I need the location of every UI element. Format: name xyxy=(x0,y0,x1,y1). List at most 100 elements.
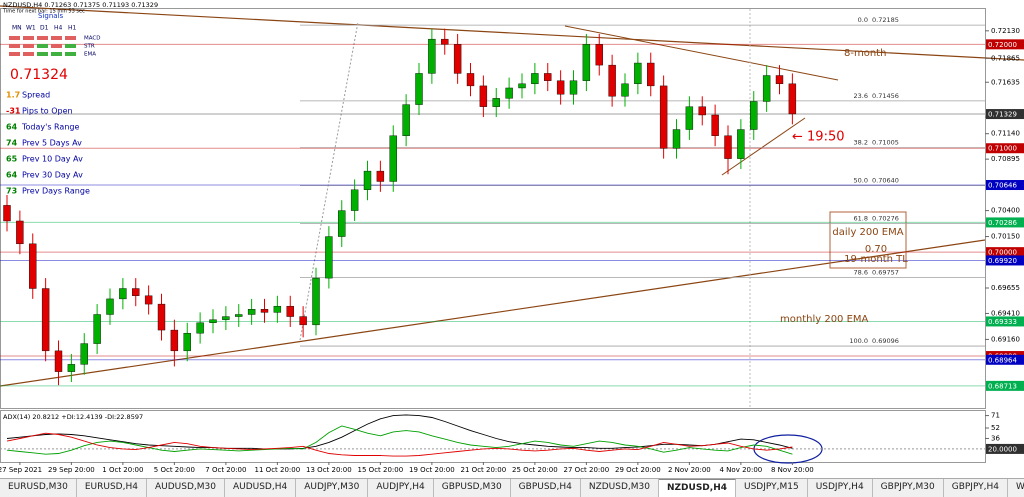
candle-body xyxy=(350,189,359,211)
annotation: 0.70 xyxy=(865,244,887,255)
candle-body xyxy=(106,298,114,315)
fib-level: 38.2 xyxy=(854,139,868,147)
indicator-label: EMA xyxy=(84,52,96,58)
candle-body xyxy=(286,305,294,317)
fib-level: 61.8 xyxy=(854,214,868,222)
x-tick-label: 21 Oct 20:00 xyxy=(461,466,507,474)
y-tick-label: 0.70400 xyxy=(991,207,1020,215)
fib-price: 0.69096 xyxy=(872,337,899,345)
level-box xyxy=(986,247,1024,258)
annotation: monthly 200 EMA xyxy=(780,314,869,325)
stat-value: 64 xyxy=(6,171,18,180)
candle-body xyxy=(325,236,333,279)
symbol-tab[interactable]: AUDUSD,M30 xyxy=(147,479,225,497)
candle-body xyxy=(659,85,668,149)
candle-body xyxy=(698,106,706,116)
stat-value: -31 xyxy=(6,107,21,116)
y-tick-label: 0.70150 xyxy=(991,233,1020,241)
symbol-tab[interactable]: AUDUSD,H4 xyxy=(225,479,297,497)
candle-body xyxy=(16,220,24,245)
current-price: 0.71324 xyxy=(10,67,68,83)
candle-body xyxy=(595,44,603,66)
symbol-tab[interactable]: GBPJPY,H4 xyxy=(944,479,1009,497)
signal-block xyxy=(65,52,76,56)
y-tick-label: 0.69160 xyxy=(991,335,1020,343)
candle-body xyxy=(634,62,642,85)
level-label: 0.70646 xyxy=(988,182,1017,190)
level-box xyxy=(986,143,1024,154)
candle-body xyxy=(479,85,488,107)
stat-value: 73 xyxy=(6,187,17,196)
x-tick-label: 1 Oct 20:00 xyxy=(102,466,143,474)
indicator-label: STR xyxy=(84,44,95,50)
candle-body xyxy=(363,170,372,190)
fib-level: 23.6 xyxy=(854,92,868,100)
level-box xyxy=(986,217,1024,228)
symbol-tab[interactable]: NZDUSD,H4 xyxy=(658,479,736,497)
level-label: 0.69920 xyxy=(988,257,1017,265)
candle-body xyxy=(209,319,217,323)
symbol-tab[interactable]: AUDJPY,H4 xyxy=(368,479,434,497)
timeframe-label: W1 xyxy=(26,25,36,32)
level-box xyxy=(986,354,1024,365)
timeframe-label: MN xyxy=(12,25,22,32)
symbol-tab[interactable]: EURUSD,M30 xyxy=(0,479,77,497)
level-box xyxy=(986,443,1024,454)
x-tick-label: 8 Nov 20:00 xyxy=(771,466,814,474)
symbol-tab[interactable]: USDJPY,H4 xyxy=(808,479,873,497)
signal-block xyxy=(37,36,48,40)
candle-body xyxy=(196,322,204,334)
candle-body xyxy=(582,44,591,81)
signal-block xyxy=(23,52,34,56)
y-tick-label: 0.71865 xyxy=(991,54,1020,62)
signal-block xyxy=(51,44,62,48)
symbol-tab[interactable]: NZDUSD,M30 xyxy=(581,479,659,497)
level-label: 0.72000 xyxy=(988,41,1017,49)
symbol-tab[interactable]: WS30,M15 xyxy=(1008,479,1024,497)
adx-pane xyxy=(0,410,986,463)
candle-body xyxy=(338,210,346,237)
candle-body xyxy=(3,205,11,222)
signal-block xyxy=(23,36,34,40)
x-tick-label: 29 Sep 20:00 xyxy=(48,466,95,474)
stat-value: 64 xyxy=(6,123,18,132)
symbol-tab[interactable]: EURUSD,H4 xyxy=(77,479,147,497)
symbol-tab[interactable]: GBPUSD,H4 xyxy=(511,479,581,497)
candle-body xyxy=(119,288,127,300)
indicator-label: MACD xyxy=(84,36,101,42)
fib-level: 0.0 xyxy=(858,16,868,24)
symbol-tab[interactable]: AUDJPY,M30 xyxy=(296,479,369,497)
candle-body xyxy=(531,73,539,85)
symbol-tab[interactable]: GBPJPY,M30 xyxy=(873,479,944,497)
x-tick-label: 4 Nov 20:00 xyxy=(720,466,763,474)
candle-body xyxy=(672,129,681,149)
candle-body xyxy=(569,80,578,95)
candle-body xyxy=(775,75,784,85)
x-tick-label: 13 Oct 20:00 xyxy=(306,466,352,474)
fib-price: 0.70640 xyxy=(872,177,899,185)
background xyxy=(0,0,1024,478)
symbol-tab[interactable]: GBPUSD,M30 xyxy=(434,479,511,497)
candle-body xyxy=(415,73,423,105)
x-tick-label: 7 Oct 20:00 xyxy=(205,466,246,474)
x-tick-label: 27 Oct 20:00 xyxy=(564,466,610,474)
candle-body xyxy=(737,129,745,159)
annotation-box xyxy=(829,211,907,269)
y-tick-label: 0.71635 xyxy=(991,78,1020,86)
y-tick-label: 0.69410 xyxy=(991,309,1020,317)
level-label: 0.68964 xyxy=(988,356,1017,364)
level-box xyxy=(986,109,1024,120)
candle-body xyxy=(222,316,230,320)
candle-body xyxy=(453,44,462,74)
level-label: 0.70286 xyxy=(988,219,1017,227)
candle-body xyxy=(312,277,320,326)
candle-body xyxy=(428,38,436,74)
stat-label: Spread xyxy=(22,91,50,100)
symbol-tab[interactable]: USDJPY,M15 xyxy=(736,479,808,497)
adx-title: ADX(14) 20.8212 +DI:12.4139 -DI:22.8597 xyxy=(3,413,143,421)
signal-block xyxy=(51,36,62,40)
candle-body xyxy=(505,87,513,99)
candle-body xyxy=(711,114,719,136)
candle-body xyxy=(492,98,500,107)
level-label: 0.71000 xyxy=(988,145,1017,153)
